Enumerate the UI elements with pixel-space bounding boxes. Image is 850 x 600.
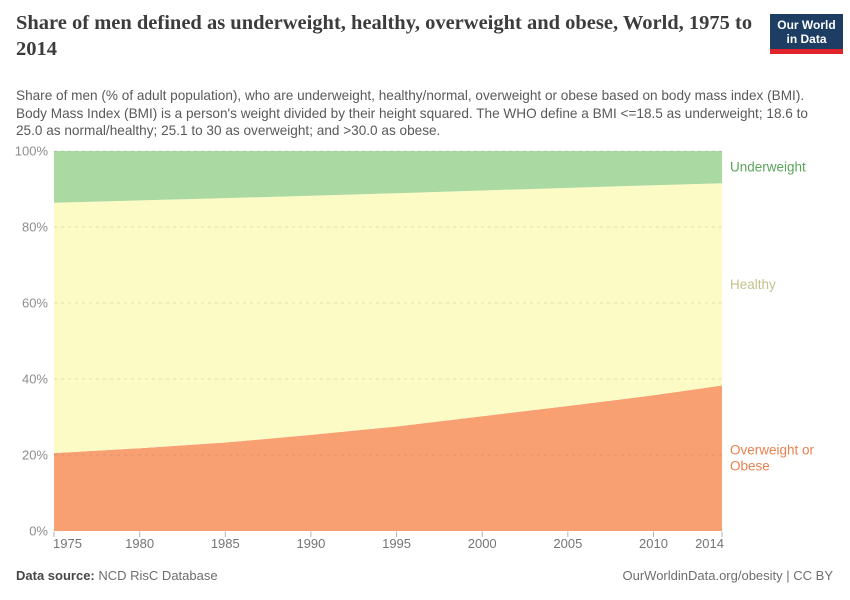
y-axis-label-0: 0% [29, 524, 48, 539]
owid-logo-line1: Our World [777, 18, 836, 32]
y-axis-label-100: 100% [15, 144, 49, 159]
series-label-overweight-or-obese-line2: Obese [730, 459, 770, 474]
x-axis-label-1995: 1995 [382, 536, 411, 551]
x-axis-label-1990: 1990 [296, 536, 325, 551]
owid-logo: Our World in Data [770, 14, 843, 54]
y-axis-label-40: 40% [22, 372, 48, 387]
x-axis-label-2000: 2000 [468, 536, 497, 551]
credit-line: OurWorldinData.org/obesity | CC BY [622, 568, 834, 583]
series-label-underweight: Underweight [730, 160, 806, 175]
x-axis-label-1985: 1985 [211, 536, 240, 551]
owid-logo-line2: in Data [786, 32, 827, 46]
data-source: Data source: NCD RisC Database [16, 568, 218, 583]
x-axis-label-1980: 1980 [125, 536, 154, 551]
area-healthy [54, 183, 722, 454]
data-source-name: NCD RisC Database [98, 568, 218, 583]
y-axis-label-60: 60% [22, 296, 48, 311]
y-axis-label-80: 80% [22, 220, 48, 235]
chart-title: Share of men defined as underweight, hea… [16, 12, 753, 60]
series-label-overweight-or-obese-line1: Overweight or [730, 443, 815, 458]
y-axis-label-20: 20% [22, 448, 48, 463]
area-overweight-or-obese [54, 385, 722, 531]
series-label-healthy: Healthy [730, 277, 776, 292]
area-underweight [54, 151, 722, 203]
x-axis-label-2014: 2014 [695, 536, 724, 551]
chart-subtitle: Share of men (% of adult population), wh… [16, 88, 808, 139]
x-axis-label-1975: 1975 [53, 536, 82, 551]
data-source-label: Data source: [16, 568, 95, 583]
x-axis-label-2010: 2010 [639, 536, 668, 551]
x-axis-label-2005: 2005 [553, 536, 582, 551]
